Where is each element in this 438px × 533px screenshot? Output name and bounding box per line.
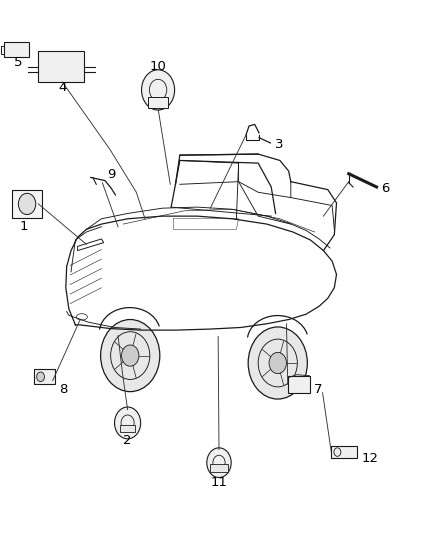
Bar xyxy=(331,446,357,458)
Bar xyxy=(210,464,228,472)
Text: 4: 4 xyxy=(58,81,67,94)
Circle shape xyxy=(101,319,160,392)
Text: 7: 7 xyxy=(314,383,322,396)
Text: 3: 3 xyxy=(275,138,283,151)
Circle shape xyxy=(18,193,36,215)
Text: 9: 9 xyxy=(107,168,115,181)
Text: 10: 10 xyxy=(150,60,166,73)
Circle shape xyxy=(115,407,141,439)
Text: 12: 12 xyxy=(362,452,379,465)
Circle shape xyxy=(248,327,307,399)
Circle shape xyxy=(37,372,45,382)
Bar xyxy=(148,97,168,109)
Bar xyxy=(39,51,84,82)
Bar xyxy=(12,190,42,217)
Text: 6: 6 xyxy=(381,182,389,195)
Text: 5: 5 xyxy=(14,56,22,69)
Bar xyxy=(120,424,135,432)
Circle shape xyxy=(141,70,175,110)
Bar xyxy=(4,42,29,57)
Text: 11: 11 xyxy=(211,477,227,489)
Circle shape xyxy=(121,345,139,366)
Text: 2: 2 xyxy=(124,434,132,447)
Bar xyxy=(288,376,310,393)
Circle shape xyxy=(269,352,286,374)
Circle shape xyxy=(207,448,231,478)
Text: 8: 8 xyxy=(59,383,67,396)
Bar xyxy=(34,369,55,384)
Text: 1: 1 xyxy=(20,220,28,233)
